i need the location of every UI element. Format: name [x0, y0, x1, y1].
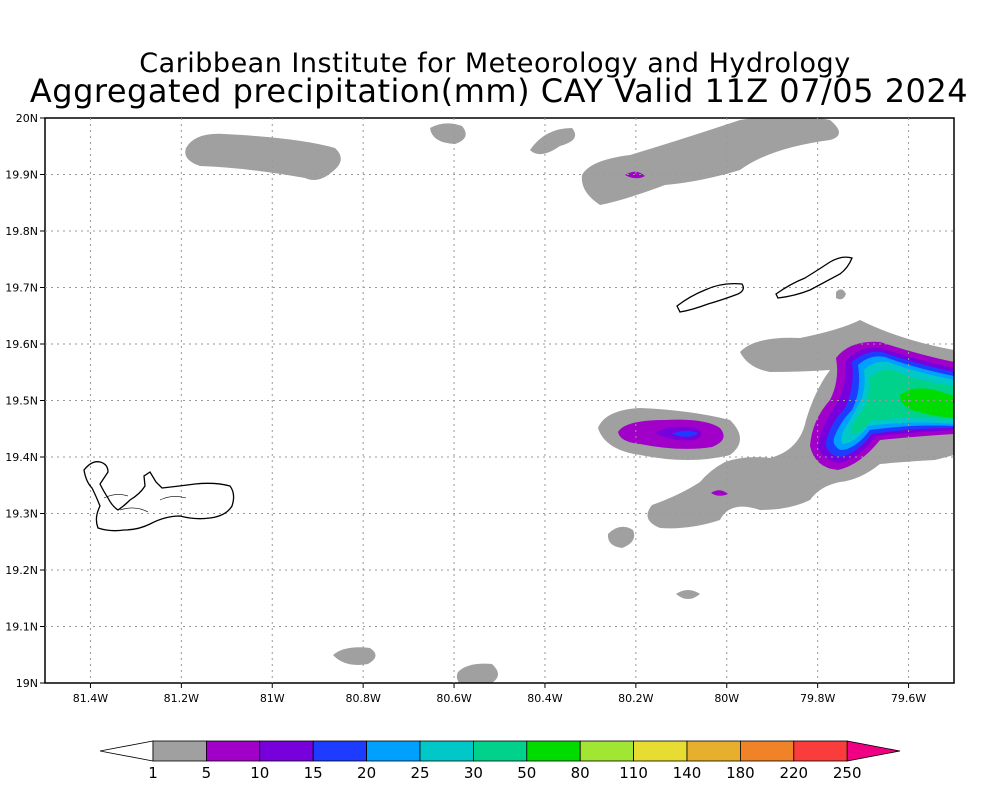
colorbar-max-triangle: [846, 740, 901, 762]
colorbar-swatch: [259, 740, 314, 762]
rain-area-south-2: [456, 663, 498, 683]
x-tick-label: 81W: [260, 692, 285, 705]
y-tick-label: 19N: [16, 677, 38, 690]
rain-area-ne-dot: [836, 289, 846, 300]
colorbar-label: 20: [357, 764, 376, 782]
chart-title-product: Aggregated precipitation(mm) CAY Valid 1…: [29, 72, 969, 110]
colorbar-swatch: [740, 740, 795, 762]
rain-area-s-dot: [676, 590, 700, 599]
rain-area-north: [625, 171, 645, 179]
y-tick-label: 19.7N: [5, 282, 38, 295]
colorbar-label: 110: [619, 764, 648, 782]
y-tick-label: 19.3N: [5, 508, 38, 521]
x-tick-label: 80.6W: [436, 692, 471, 705]
colorbar-swatch: [472, 740, 528, 762]
colorbar-label: 50: [517, 764, 536, 782]
y-tick-label: 19.5N: [5, 395, 38, 408]
rain-area-nw: [185, 133, 341, 180]
x-axis-ticks: 81.4W 81.2W 81W 80.8W 80.6W 80.4W 80.2W 80W 79.8…: [73, 683, 926, 705]
colorbar-label: 1: [148, 764, 158, 782]
colorbar-label: 30: [464, 764, 483, 782]
rain-area-south: [333, 647, 376, 665]
y-tick-label: 19.8N: [5, 225, 38, 238]
y-tick-label: 19.9N: [5, 169, 38, 182]
rain-area-n-small: [430, 123, 466, 144]
rain-area-ne: [581, 118, 839, 205]
colorbar-swatch: [152, 740, 207, 762]
x-tick-label: 79.6W: [891, 692, 926, 705]
colorbar-swatch: [686, 740, 741, 762]
precipitation-fills: [185, 118, 954, 683]
y-axis-ticks: 20N 19.9N 19.8N 19.7N 19.6N 19.5N 19.4N 19.3N 19…: [5, 112, 45, 690]
colorbar-swatch: [366, 740, 421, 762]
x-tick-label: 79.8W: [800, 692, 835, 705]
colorbar-label: 250: [833, 764, 862, 782]
colorbar-label: 80: [571, 764, 590, 782]
rain-area-sw-small: [607, 526, 635, 548]
colorbar-label: 140: [673, 764, 702, 782]
grand-cayman-outline: [83, 461, 235, 532]
x-tick-label: 80.4W: [527, 692, 562, 705]
y-tick-label: 19.2N: [5, 564, 38, 577]
colorbar-min-triangle: [99, 740, 154, 762]
x-tick-label: 80W: [714, 692, 739, 705]
colorbar-label: 25: [410, 764, 429, 782]
colorbar-swatch: [579, 740, 635, 762]
colorbar-swatch: [205, 740, 261, 762]
colorbar-swatch: [419, 740, 474, 762]
colorbar: [99, 740, 901, 762]
y-tick-label: 20N: [16, 112, 38, 125]
colorbar-label: 180: [726, 764, 755, 782]
colorbar-labels: 1 5 10 15 20 25 30 50 80 110 140 180 220 250: [148, 764, 861, 782]
colorbar-swatch: [793, 740, 848, 762]
cayman-brac-outline: [775, 256, 853, 299]
colorbar-swatch: [633, 740, 688, 762]
colorbar-label: 10: [250, 764, 269, 782]
x-tick-label: 80.8W: [345, 692, 380, 705]
y-tick-label: 19.4N: [5, 451, 38, 464]
map-grid: [45, 118, 954, 683]
colorbar-swatch: [526, 740, 581, 762]
y-tick-label: 19.1N: [5, 621, 38, 634]
rain-area-center-dot: [711, 490, 728, 496]
colorbar-label: 220: [779, 764, 808, 782]
colorbar-label: 15: [304, 764, 323, 782]
colorbar-label: 5: [202, 764, 212, 782]
x-tick-label: 81.2W: [164, 692, 199, 705]
x-tick-label: 80.2W: [618, 692, 653, 705]
chart-title-institute: Caribbean Institute for Meteorology and …: [139, 48, 851, 79]
coastlines: [83, 256, 853, 532]
little-cayman-outline: [676, 282, 744, 313]
colorbar-swatch: [312, 740, 368, 762]
x-tick-label: 81.4W: [73, 692, 108, 705]
y-tick-label: 19.6N: [5, 338, 38, 351]
rain-area-n-small-2: [530, 128, 576, 155]
